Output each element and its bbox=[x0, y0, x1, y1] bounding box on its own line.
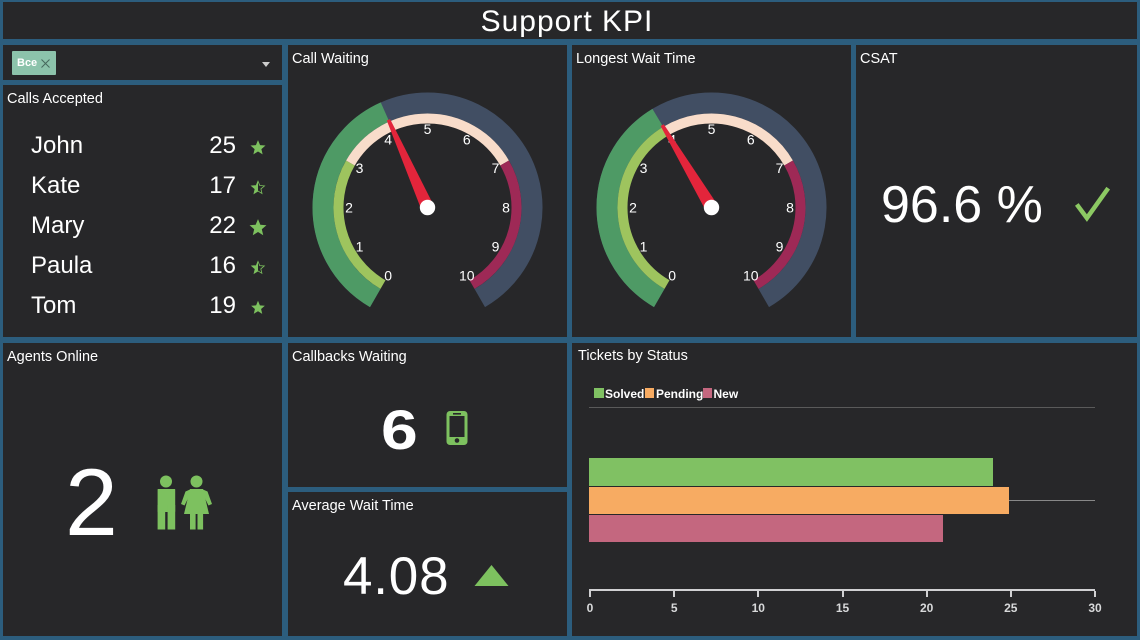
svg-text:9: 9 bbox=[492, 239, 500, 255]
svg-text:1: 1 bbox=[356, 239, 364, 255]
svg-text:8: 8 bbox=[502, 199, 510, 215]
svg-text:0: 0 bbox=[668, 267, 676, 283]
svg-text:10: 10 bbox=[459, 267, 475, 283]
svg-text:9: 9 bbox=[776, 239, 784, 255]
svg-text:7: 7 bbox=[776, 160, 784, 176]
svg-text:4: 4 bbox=[384, 131, 392, 147]
svg-text:7: 7 bbox=[492, 160, 500, 176]
svg-text:5: 5 bbox=[424, 121, 432, 137]
svg-text:0: 0 bbox=[384, 267, 392, 283]
svg-text:2: 2 bbox=[345, 199, 353, 215]
svg-text:6: 6 bbox=[747, 131, 755, 147]
svg-text:10: 10 bbox=[743, 267, 759, 283]
svg-text:8: 8 bbox=[786, 199, 794, 215]
svg-text:1: 1 bbox=[640, 239, 648, 255]
svg-text:3: 3 bbox=[640, 160, 648, 176]
svg-text:3: 3 bbox=[356, 160, 364, 176]
svg-text:2: 2 bbox=[629, 199, 637, 215]
svg-text:6: 6 bbox=[463, 131, 471, 147]
svg-text:5: 5 bbox=[708, 121, 716, 137]
